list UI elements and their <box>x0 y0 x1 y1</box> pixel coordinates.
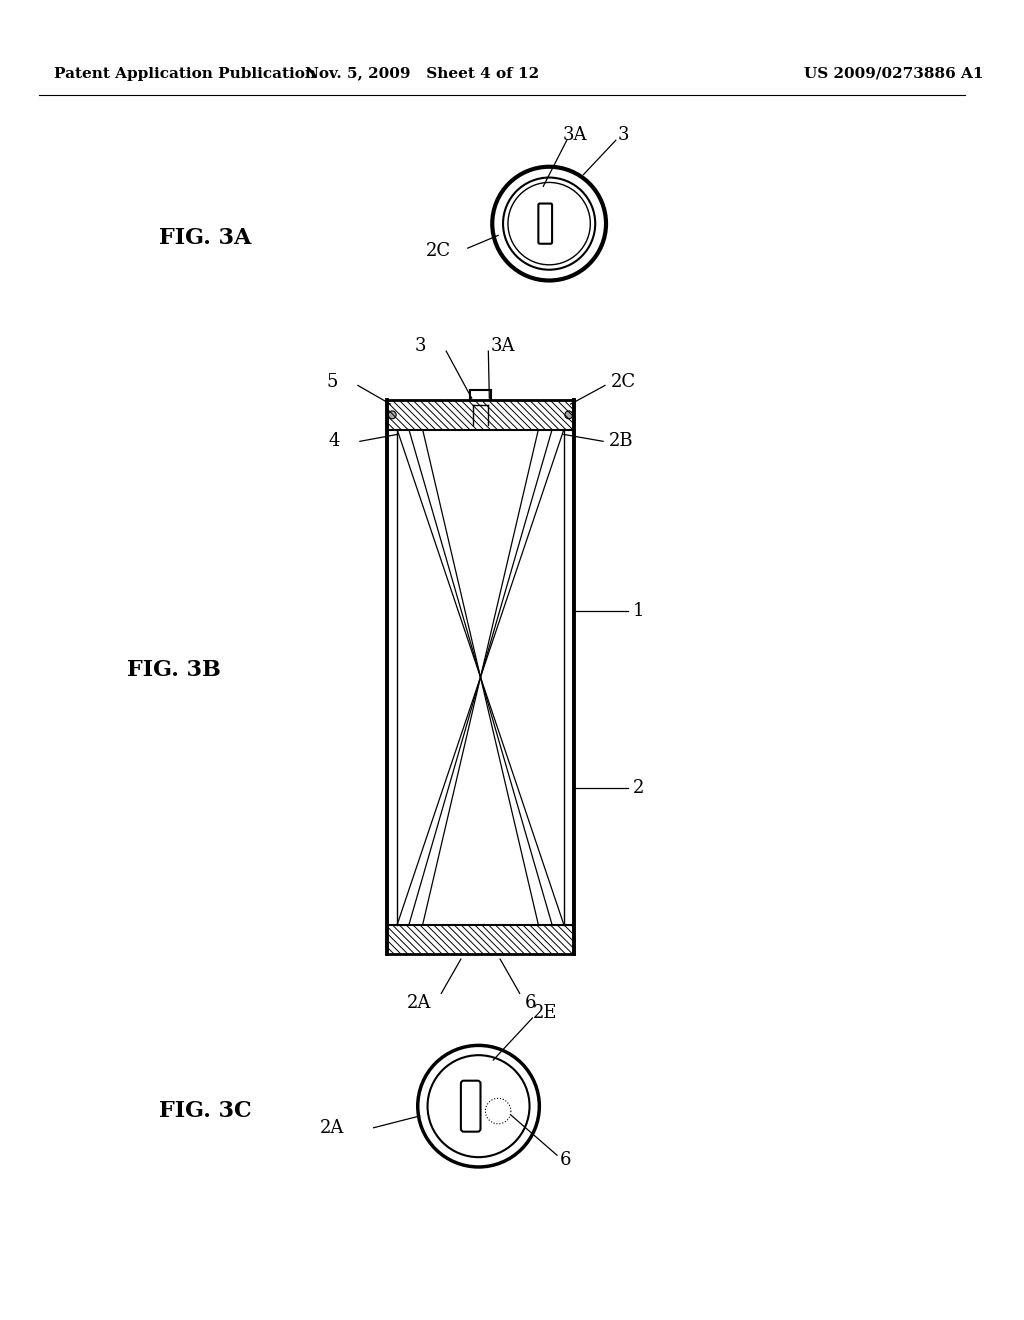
Circle shape <box>565 411 572 418</box>
Text: 1: 1 <box>633 602 644 619</box>
Text: 3: 3 <box>617 127 630 144</box>
Text: 2C: 2C <box>611 374 636 392</box>
Text: 2: 2 <box>633 779 644 797</box>
Text: 4: 4 <box>329 433 340 450</box>
FancyBboxPatch shape <box>461 1081 480 1131</box>
Text: 2A: 2A <box>408 994 431 1012</box>
Text: FIG. 3B: FIG. 3B <box>127 659 221 681</box>
Text: Nov. 5, 2009   Sheet 4 of 12: Nov. 5, 2009 Sheet 4 of 12 <box>304 66 539 81</box>
Text: 6: 6 <box>524 994 537 1012</box>
Text: FIG. 3A: FIG. 3A <box>159 227 251 249</box>
Bar <box>387 925 573 954</box>
Text: 3A: 3A <box>563 127 588 144</box>
Circle shape <box>388 411 396 418</box>
Text: 3A: 3A <box>490 337 515 355</box>
Text: 6: 6 <box>560 1151 571 1170</box>
Text: FIG. 3C: FIG. 3C <box>159 1100 252 1122</box>
Text: 2B: 2B <box>609 433 634 450</box>
Text: 2A: 2A <box>319 1119 344 1137</box>
Text: 2E: 2E <box>532 1005 557 1022</box>
Text: US 2009/0273886 A1: US 2009/0273886 A1 <box>804 66 984 81</box>
Text: 3: 3 <box>415 337 427 355</box>
Bar <box>387 400 573 429</box>
Text: Patent Application Publication: Patent Application Publication <box>54 66 316 81</box>
Text: 5: 5 <box>327 374 338 392</box>
Text: 2C: 2C <box>426 242 451 260</box>
